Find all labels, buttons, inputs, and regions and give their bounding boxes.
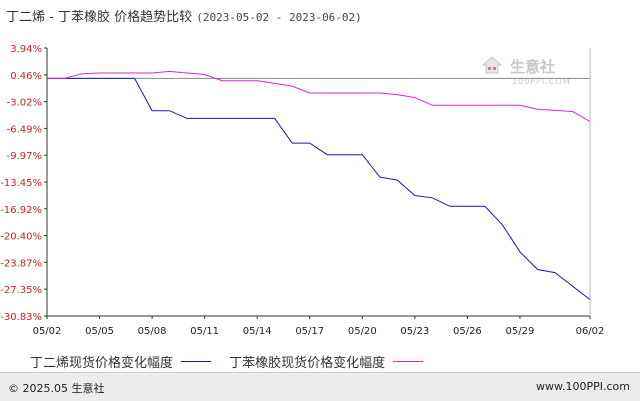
series-line-1 xyxy=(47,77,591,300)
chart-title-main: 丁二烯 - 丁苯橡胶 价格趋势比较 xyxy=(6,10,193,25)
legend-item-series-2: 丁苯橡胶现货价格变化幅度 xyxy=(229,352,424,371)
x-tick-label: 05/08 xyxy=(138,326,167,337)
footer-bar: © 2025.05 生意社 www.100PPI.com xyxy=(0,372,640,401)
y-tick-label: -3.02% xyxy=(7,98,42,109)
y-tick-label: -16.92% xyxy=(0,205,42,216)
legend-swatch-series-2 xyxy=(393,361,424,362)
x-tick-label: 05/05 xyxy=(85,326,114,337)
x-tick-label: 05/17 xyxy=(295,326,324,337)
watermark-url: 100PPI.COM xyxy=(512,77,571,86)
watermark-brand: 生意社 xyxy=(510,58,556,76)
chart-title: 丁二烯 - 丁苯橡胶 价格趋势比较 (2023-05-02 - 2023-06-… xyxy=(6,6,362,25)
x-tick-label: 05/02 xyxy=(33,326,62,337)
series-line-2 xyxy=(47,70,591,122)
legend-item-series-1: 丁二烯现货价格变化幅度 xyxy=(30,352,212,371)
y-tick-label: -9.97% xyxy=(7,151,42,162)
y-tick-label: -20.40% xyxy=(0,232,42,243)
watermark: 生意社 100PPI.COM xyxy=(510,56,571,86)
legend: 丁二烯现货价格变化幅度 丁苯橡胶现货价格变化幅度 xyxy=(30,352,437,371)
legend-label-series-2: 丁苯橡胶现货价格变化幅度 xyxy=(229,356,386,371)
x-tick-label: 06/02 xyxy=(576,326,605,337)
footer-copyright: © 2025.05 生意社 xyxy=(8,382,105,395)
y-tick-label: 0.46% xyxy=(10,71,42,82)
y-tick-labels: 3.94% 0.46% -3.02% -6.49% -9.97% -13.45% -16.9… xyxy=(0,44,42,323)
x-tick-label: 05/29 xyxy=(506,326,535,337)
series-layer xyxy=(47,70,591,300)
y-tick-label: -30.83% xyxy=(0,312,42,323)
logo-house-icon xyxy=(482,56,502,74)
y-tick-label: -13.45% xyxy=(0,178,42,189)
legend-label-series-1: 丁二烯现货价格变化幅度 xyxy=(30,356,174,371)
x-tick-label: 05/26 xyxy=(453,326,482,337)
y-tick-label: -27.35% xyxy=(0,285,42,296)
legend-swatch-series-1 xyxy=(181,361,212,362)
chart-title-range: (2023-05-02 - 2023-06-02) xyxy=(196,11,362,24)
axes xyxy=(44,47,591,319)
x-tick-labels: 05/02 05/05 05/08 05/11 05/14 05/17 05/20 05/23… xyxy=(33,326,605,337)
y-tick-label: -23.87% xyxy=(0,258,42,269)
x-tick-label: 05/14 xyxy=(243,326,272,337)
x-tick-label: 05/20 xyxy=(348,326,377,337)
x-tick-label: 05/23 xyxy=(400,326,429,337)
y-tick-label: 3.94% xyxy=(10,44,42,55)
y-tick-label: -6.49% xyxy=(7,124,42,135)
footer-site-link[interactable]: www.100PPI.com xyxy=(536,380,630,393)
x-tick-label: 05/11 xyxy=(190,326,219,337)
